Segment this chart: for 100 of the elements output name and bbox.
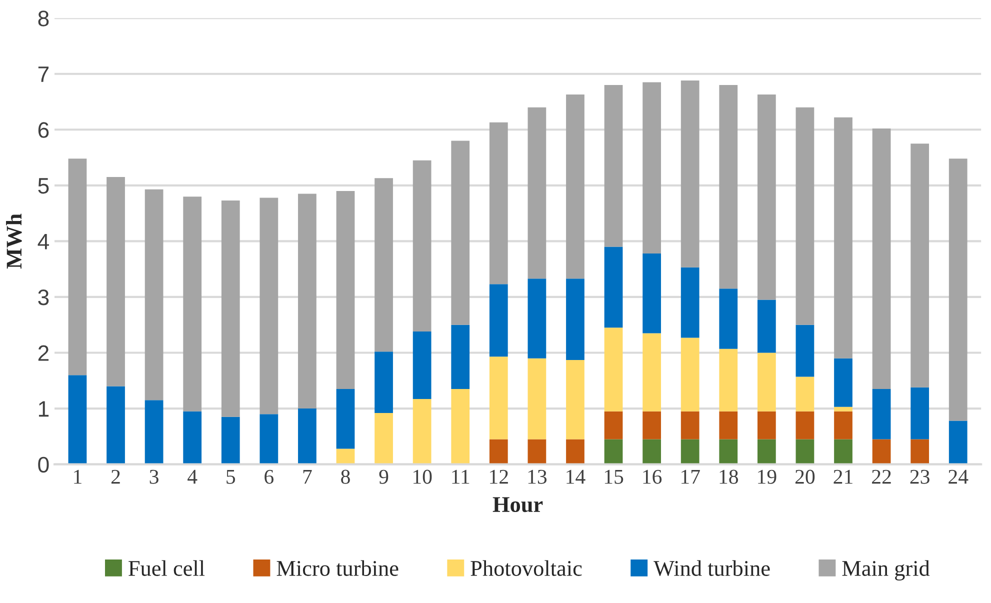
bar bbox=[412, 332, 432, 400]
bar bbox=[757, 352, 776, 412]
bar bbox=[336, 191, 355, 390]
legend-label: Micro turbine bbox=[276, 560, 398, 576]
bar bbox=[719, 411, 738, 440]
x-tick-label: 6 bbox=[264, 470, 274, 484]
bar bbox=[757, 94, 776, 300]
bar bbox=[642, 411, 661, 440]
bar bbox=[106, 177, 125, 386]
x-tick-label: 17 bbox=[682, 470, 700, 484]
x-tick-label: 23 bbox=[910, 470, 930, 484]
bar bbox=[834, 411, 852, 440]
bar bbox=[796, 324, 814, 377]
bar bbox=[910, 439, 930, 464]
bar bbox=[680, 411, 700, 440]
bar bbox=[336, 448, 355, 464]
bar bbox=[374, 412, 393, 464]
bar bbox=[451, 140, 470, 325]
bar bbox=[566, 278, 584, 360]
y-tick-label: 2 bbox=[38, 345, 49, 361]
bar bbox=[604, 246, 623, 328]
x-tick-label: 4 bbox=[188, 470, 198, 484]
legend-label: Fuel cell bbox=[128, 560, 205, 576]
bar bbox=[336, 389, 355, 449]
bar bbox=[872, 439, 891, 464]
bar bbox=[642, 253, 661, 334]
x-tick-label: 5 bbox=[226, 470, 236, 484]
bar bbox=[412, 399, 432, 464]
bar bbox=[412, 160, 432, 332]
x-tick-label: 24 bbox=[948, 470, 968, 484]
bar bbox=[221, 416, 240, 464]
bar bbox=[719, 85, 738, 289]
bar bbox=[604, 439, 623, 464]
bar bbox=[528, 358, 546, 440]
x-tick-label: 12 bbox=[490, 470, 508, 484]
bar bbox=[642, 439, 661, 464]
legend-label: Photovoltaic bbox=[470, 560, 582, 576]
bar bbox=[834, 406, 852, 412]
x-tick-label: 1 bbox=[74, 470, 82, 484]
y-tick-label: 7 bbox=[38, 66, 49, 82]
bar bbox=[183, 411, 202, 464]
bar bbox=[604, 85, 623, 247]
x-tick-label: 2 bbox=[111, 470, 120, 484]
bar bbox=[719, 348, 738, 412]
legend-label: Main grid bbox=[842, 560, 930, 581]
bar bbox=[719, 288, 738, 349]
bar bbox=[260, 414, 278, 464]
x-tick-label: 20 bbox=[795, 470, 815, 484]
bar bbox=[796, 439, 814, 464]
x-tick-label: 22 bbox=[872, 470, 891, 484]
x-tick-label: 19 bbox=[758, 470, 776, 484]
bar bbox=[260, 198, 278, 414]
bar bbox=[642, 333, 661, 412]
y-tick-label: 1 bbox=[38, 401, 49, 417]
y-tick-label: 5 bbox=[38, 178, 49, 194]
bar bbox=[757, 411, 776, 440]
bar bbox=[834, 117, 852, 358]
bar bbox=[872, 389, 891, 440]
bar bbox=[680, 80, 700, 268]
bar bbox=[566, 439, 584, 464]
bar bbox=[144, 400, 164, 464]
bar bbox=[604, 328, 623, 412]
x-tick-label: 8 bbox=[341, 470, 350, 484]
bar bbox=[796, 376, 814, 412]
bar bbox=[680, 439, 700, 464]
bar bbox=[680, 338, 700, 412]
x-axis-title: Hour bbox=[492, 497, 543, 512]
bar bbox=[528, 278, 546, 358]
x-tick-label: 7 bbox=[303, 470, 312, 484]
bar bbox=[872, 128, 891, 390]
bar bbox=[834, 439, 852, 464]
x-tick-label: 21 bbox=[834, 470, 852, 484]
bar bbox=[680, 267, 700, 338]
bar bbox=[451, 389, 470, 464]
bar bbox=[68, 158, 87, 376]
bar bbox=[183, 196, 202, 412]
x-tick-label: 3 bbox=[150, 470, 158, 484]
x-tick-label: 11 bbox=[452, 470, 470, 484]
bar bbox=[106, 386, 125, 464]
x-tick-label: 16 bbox=[643, 470, 662, 484]
bar bbox=[298, 408, 316, 464]
bar bbox=[374, 352, 393, 413]
bar bbox=[604, 411, 623, 440]
bar bbox=[489, 356, 508, 440]
bar bbox=[144, 189, 164, 400]
bar bbox=[948, 158, 968, 421]
x-tick-label: 18 bbox=[720, 470, 738, 484]
y-tick-label: 4 bbox=[38, 234, 49, 250]
bar bbox=[566, 360, 584, 440]
bar bbox=[221, 200, 240, 417]
bar bbox=[948, 420, 968, 464]
bar bbox=[374, 178, 393, 352]
x-tick-label: 15 bbox=[604, 470, 624, 484]
bar bbox=[489, 439, 508, 464]
x-tick-label: 9 bbox=[379, 470, 388, 484]
bar bbox=[68, 375, 87, 464]
bar bbox=[642, 82, 661, 254]
y-axis-title: MWh bbox=[6, 214, 22, 269]
bar bbox=[796, 411, 814, 440]
bar bbox=[489, 284, 508, 357]
